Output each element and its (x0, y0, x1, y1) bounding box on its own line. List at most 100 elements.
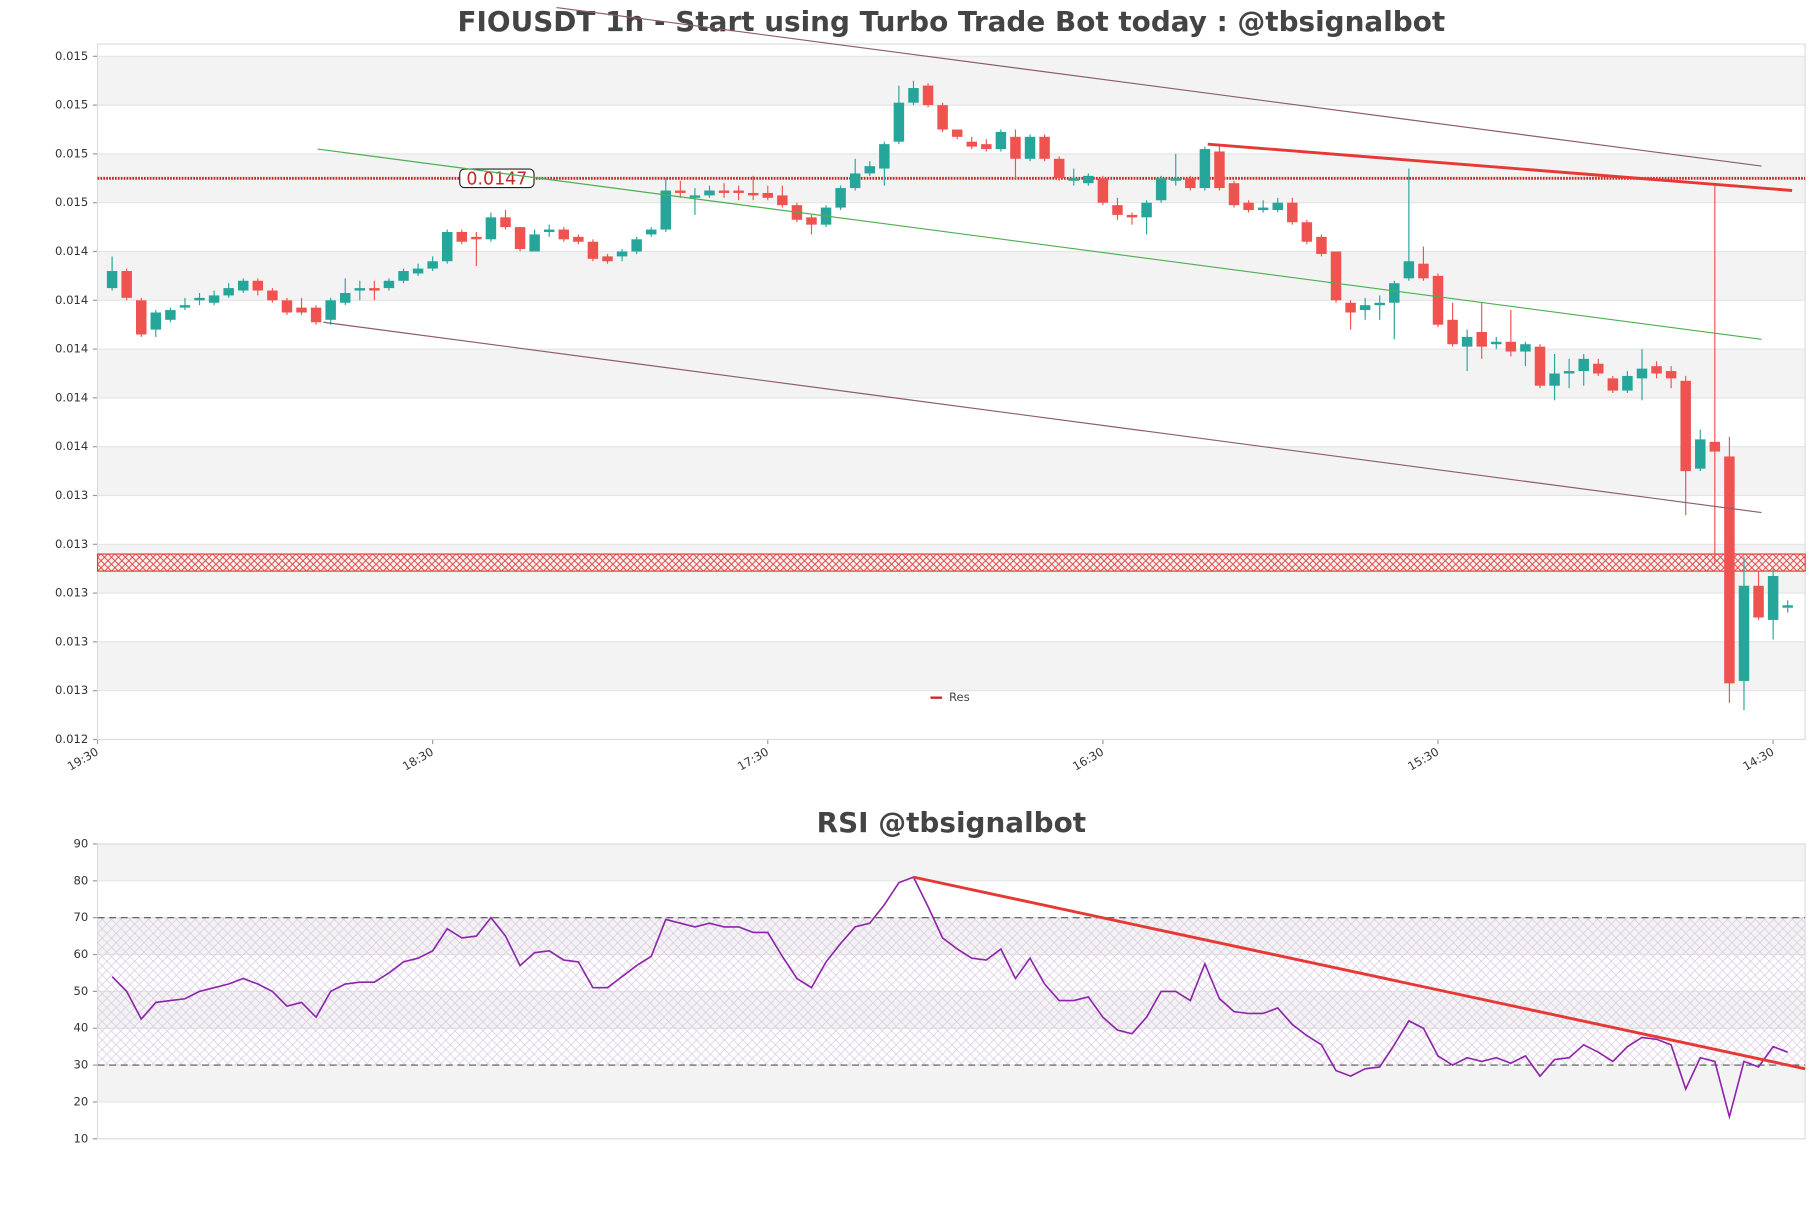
trend-line (1207, 142, 1793, 192)
band (97, 641, 1806, 691)
candle-body (296, 307, 307, 313)
chart-title: RSI @tbsignalbot (817, 806, 1086, 839)
candle-body (369, 288, 380, 291)
candle-body (500, 217, 511, 228)
candle-body (675, 190, 686, 193)
candle-body (835, 188, 846, 208)
candle-body (777, 195, 788, 206)
candle-body (1272, 202, 1283, 211)
candle-body (398, 271, 409, 281)
candle-body (1767, 576, 1779, 620)
candle-body (1622, 375, 1633, 391)
candle-body (1024, 136, 1036, 159)
y-tick-label: 30 (73, 1058, 88, 1072)
y-tick-label: 0.013 (55, 586, 88, 600)
plot-border (96, 43, 1806, 741)
candle-body (573, 236, 584, 242)
candle-body (1607, 378, 1619, 391)
candle-body (1126, 214, 1138, 218)
candle-body (165, 310, 176, 320)
candle-body (1695, 439, 1706, 469)
y-tick-label: 0.013 (55, 683, 88, 697)
candle-body (252, 280, 264, 291)
candle-body (267, 290, 278, 301)
candle-body (1257, 207, 1269, 211)
candle-body (1228, 183, 1240, 206)
candle-body (1447, 319, 1458, 345)
candle-body (718, 190, 730, 193)
candle-body (689, 195, 701, 198)
candle-body (325, 300, 336, 320)
trend-line (556, 6, 1762, 167)
candle-body (1753, 585, 1764, 618)
y-tick-label: 0.015 (55, 195, 88, 209)
candle-body (864, 166, 876, 174)
candle-body (1287, 202, 1298, 223)
band (97, 56, 1806, 106)
candle-body (908, 88, 919, 103)
candle-body (1214, 151, 1225, 189)
y-tick-label: 20 (73, 1094, 88, 1108)
band (97, 843, 1806, 881)
x-tick-label: 16:30 (1070, 745, 1106, 774)
candle-body (339, 292, 351, 303)
candle-body (1199, 149, 1211, 189)
candle-body (981, 144, 992, 150)
trend-line (913, 875, 1806, 1071)
candle-body (1330, 251, 1342, 301)
y-tick-label: 0.015 (55, 146, 88, 160)
band (97, 446, 1806, 496)
candle-body (412, 268, 424, 274)
candle-body (1709, 441, 1721, 452)
candle-body (1578, 358, 1589, 372)
rsi-band (97, 917, 1806, 1066)
candle-body (1461, 336, 1473, 347)
candle-body (1068, 178, 1079, 181)
y-tick-label: 50 (73, 984, 88, 998)
candle-body (1170, 178, 1181, 181)
candle-body (1782, 605, 1793, 608)
candle-body (966, 141, 977, 147)
y-tick-label: 70 (73, 910, 88, 924)
candle-body (1680, 380, 1691, 472)
candle-body (310, 307, 322, 323)
candle-body (471, 236, 482, 240)
candle-body (660, 190, 672, 230)
y-tick-label: 0.014 (55, 390, 88, 404)
candle-body (1345, 302, 1356, 313)
candle-body (1432, 275, 1444, 325)
candle-body (1593, 363, 1604, 374)
candle-body (806, 217, 817, 225)
candle-body (733, 190, 744, 193)
y-tick-label: 0.014 (55, 439, 88, 453)
candle-body (1403, 261, 1415, 279)
y-tick-label: 0.014 (55, 293, 88, 307)
candle-body (1083, 175, 1094, 184)
candle-body (849, 173, 861, 189)
band (97, 349, 1806, 398)
candle-body (543, 229, 555, 232)
candle-body (441, 231, 453, 262)
candle-body (106, 271, 118, 289)
candle-body (1491, 341, 1502, 345)
y-tick-label: 40 (73, 1021, 88, 1035)
candle-body (1724, 456, 1735, 684)
candle-body (879, 144, 890, 169)
y-tick-label: 90 (73, 836, 88, 850)
y-tick-label: 0.015 (55, 98, 88, 112)
candle-body (179, 305, 191, 308)
candle-body (631, 239, 642, 252)
candle-body (1301, 222, 1313, 242)
candle-body (995, 131, 1007, 150)
candle-body (1665, 371, 1677, 379)
candle-body (1738, 585, 1750, 681)
candle-body (704, 190, 715, 196)
candle-body (602, 256, 613, 262)
trend-line (323, 321, 1762, 514)
candle-body (922, 85, 934, 106)
candle-body (456, 231, 468, 242)
candle-body (529, 234, 540, 252)
candle-body (237, 280, 249, 291)
